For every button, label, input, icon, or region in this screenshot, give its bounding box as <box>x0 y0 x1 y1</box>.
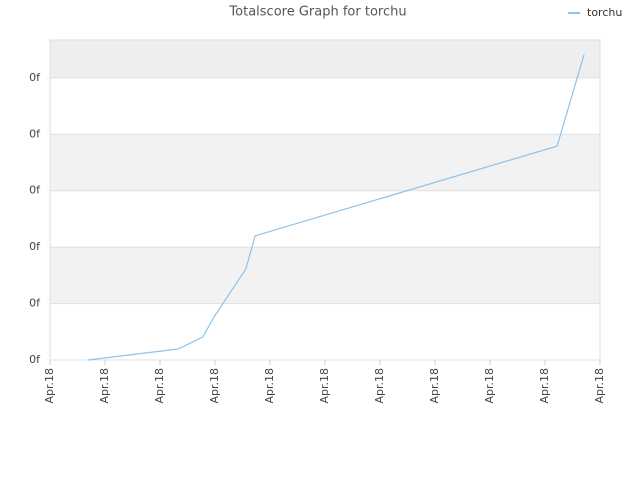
chart-title: Totalscore Graph for torchu <box>228 5 406 20</box>
x-tick-label: Apr.18 <box>98 368 111 404</box>
x-tick-label: Apr.18 <box>538 368 551 404</box>
plot-band <box>50 247 600 304</box>
x-tick-label: Apr.18 <box>373 368 386 404</box>
x-tick-label: Apr.18 <box>153 368 166 404</box>
x-tick-label: Apr.18 <box>263 368 276 404</box>
series-line <box>87 54 585 361</box>
x-tick-label: Apr.18 <box>43 368 56 404</box>
y-tick-label: 0f <box>29 353 41 366</box>
x-tick-label: Apr.18 <box>483 368 496 404</box>
x-tick-label: Apr.18 <box>208 368 221 404</box>
y-tick-label: 0f <box>29 297 41 310</box>
y-tick-label: 0f <box>29 184 41 197</box>
plot-frame <box>49 39 601 361</box>
x-tick-label: Apr.18 <box>593 368 606 404</box>
y-tick-label: 0f <box>29 240 41 253</box>
y-tick-label: 0f <box>29 71 41 84</box>
y-tick-label: 0f <box>29 127 41 140</box>
x-tick-label: Apr.18 <box>428 368 441 404</box>
plot-band <box>50 134 600 191</box>
x-tick-label: Apr.18 <box>318 368 331 404</box>
legend-label: torchu <box>587 6 622 19</box>
plot-band <box>50 40 600 78</box>
